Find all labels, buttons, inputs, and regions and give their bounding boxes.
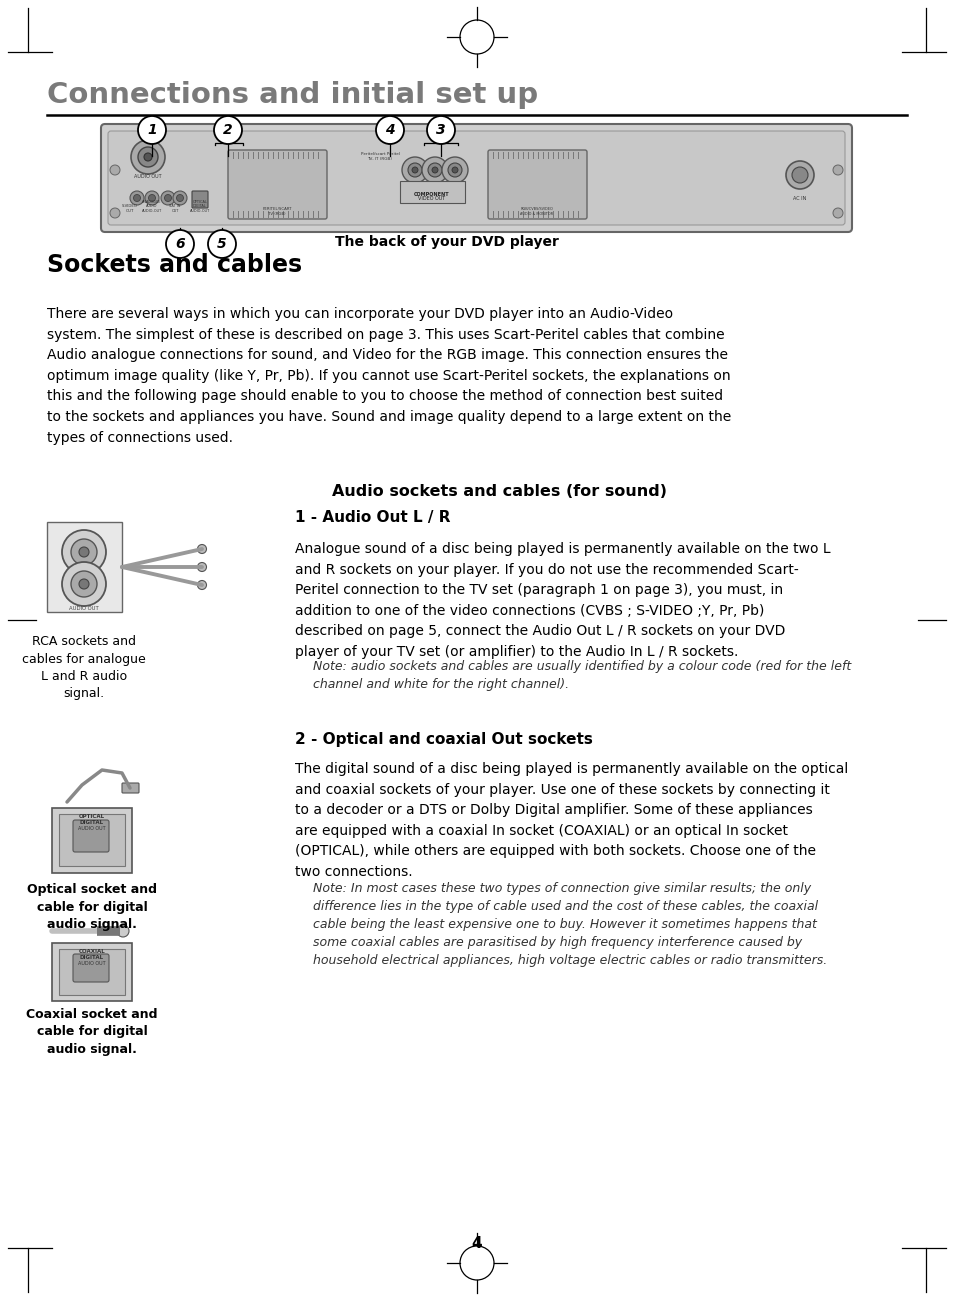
Circle shape <box>144 153 152 161</box>
Circle shape <box>117 926 129 937</box>
FancyBboxPatch shape <box>228 150 327 218</box>
Text: 1: 1 <box>147 124 156 136</box>
Text: Connections and initial set up: Connections and initial set up <box>47 81 537 109</box>
Circle shape <box>791 166 807 183</box>
FancyBboxPatch shape <box>108 131 844 225</box>
Text: OPTICAL: OPTICAL <box>79 814 105 819</box>
FancyBboxPatch shape <box>488 150 586 218</box>
Circle shape <box>166 230 193 257</box>
Circle shape <box>427 116 455 144</box>
FancyBboxPatch shape <box>59 949 125 994</box>
Text: 1 - Audio Out L / R: 1 - Audio Out L / R <box>294 510 450 525</box>
Circle shape <box>432 166 437 173</box>
Circle shape <box>428 162 441 177</box>
FancyBboxPatch shape <box>47 523 122 612</box>
Text: 4: 4 <box>471 1236 482 1251</box>
Text: Analogue sound of a disc being played is permanently available on the two L
and : Analogue sound of a disc being played is… <box>294 542 830 659</box>
Text: 6: 6 <box>175 237 185 251</box>
Circle shape <box>79 547 89 556</box>
Circle shape <box>448 162 461 177</box>
FancyBboxPatch shape <box>52 809 132 874</box>
Text: PERITEL/SCART
TV (RGB): PERITEL/SCART TV (RGB) <box>262 208 292 216</box>
Text: Note: audio sockets and cables are usually identified by a colour code (red for : Note: audio sockets and cables are usual… <box>313 660 850 692</box>
FancyBboxPatch shape <box>73 820 109 852</box>
Text: DIGITAL: DIGITAL <box>80 956 104 959</box>
Text: AUDIO OUT: AUDIO OUT <box>78 826 106 831</box>
Text: Coaxial socket and
cable for digital
audio signal.: Coaxial socket and cable for digital aud… <box>27 1008 157 1056</box>
Text: S-VIDEO
OUT: S-VIDEO OUT <box>122 204 138 213</box>
Text: RGB/CVBS/SVIDEO
AUDIO & MONITOR: RGB/CVBS/SVIDEO AUDIO & MONITOR <box>520 208 553 216</box>
Circle shape <box>832 165 842 176</box>
FancyBboxPatch shape <box>192 191 208 208</box>
FancyBboxPatch shape <box>399 181 464 203</box>
Text: Peritel/scart Peritel
TV, IT (RGB): Peritel/scart Peritel TV, IT (RGB) <box>360 152 399 161</box>
Circle shape <box>110 165 120 176</box>
Text: COAXIAL: COAXIAL <box>78 949 105 954</box>
FancyBboxPatch shape <box>73 954 109 982</box>
Text: DIGITAL: DIGITAL <box>80 820 104 826</box>
Circle shape <box>421 157 448 183</box>
Circle shape <box>138 147 158 166</box>
Text: AUDIO OUT: AUDIO OUT <box>69 606 99 611</box>
Circle shape <box>138 116 166 144</box>
Circle shape <box>71 571 97 597</box>
Circle shape <box>62 562 106 606</box>
Text: 4: 4 <box>385 124 395 136</box>
Text: AC IN: AC IN <box>793 196 806 202</box>
Circle shape <box>130 191 144 205</box>
Circle shape <box>375 116 403 144</box>
Text: The back of your DVD player: The back of your DVD player <box>335 235 558 250</box>
Text: VIDEO OUT: VIDEO OUT <box>418 196 445 202</box>
Text: 3: 3 <box>436 124 445 136</box>
Text: There are several ways in which you can incorporate your DVD player into an Audi: There are several ways in which you can … <box>47 307 731 445</box>
Text: Sockets and cables: Sockets and cables <box>47 254 302 277</box>
Text: RCA sockets and
cables for analogue
L and R audio
signal.: RCA sockets and cables for analogue L an… <box>22 634 146 701</box>
Circle shape <box>133 195 140 202</box>
Text: 2: 2 <box>223 124 233 136</box>
Circle shape <box>176 195 183 202</box>
Circle shape <box>408 162 421 177</box>
Circle shape <box>172 191 187 205</box>
Text: 5: 5 <box>217 237 227 251</box>
Circle shape <box>197 581 206 589</box>
Text: AUDIO OUT: AUDIO OUT <box>78 961 106 966</box>
Circle shape <box>452 166 457 173</box>
Circle shape <box>131 140 165 174</box>
FancyBboxPatch shape <box>122 783 139 793</box>
Circle shape <box>62 530 106 575</box>
Circle shape <box>832 208 842 218</box>
Circle shape <box>110 208 120 218</box>
Text: COMPONENT: COMPONENT <box>414 192 450 198</box>
Circle shape <box>208 230 235 257</box>
Text: Optical socket and
cable for digital
audio signal.: Optical socket and cable for digital aud… <box>27 883 157 931</box>
Circle shape <box>441 157 468 183</box>
Text: Audio sockets and cables (for sound): Audio sockets and cables (for sound) <box>333 484 667 499</box>
Text: Note: In most cases these two types of connection give similar results; the only: Note: In most cases these two types of c… <box>313 881 826 967</box>
Text: 2 - Optical and coaxial Out sockets: 2 - Optical and coaxial Out sockets <box>294 732 592 748</box>
Circle shape <box>197 545 206 554</box>
FancyBboxPatch shape <box>59 814 125 866</box>
Circle shape <box>71 540 97 566</box>
Circle shape <box>149 195 155 202</box>
Circle shape <box>145 191 159 205</box>
Circle shape <box>785 161 813 188</box>
Circle shape <box>401 157 428 183</box>
Circle shape <box>213 116 242 144</box>
Circle shape <box>197 563 206 572</box>
Circle shape <box>161 191 174 205</box>
Circle shape <box>79 578 89 589</box>
Circle shape <box>412 166 417 173</box>
FancyBboxPatch shape <box>101 124 851 231</box>
Text: ANALOGUE
AUDIO
AUDIO-OUT: ANALOGUE AUDIO AUDIO-OUT <box>142 200 162 213</box>
Text: AUDIO OUT: AUDIO OUT <box>134 174 162 179</box>
Text: The digital sound of a disc being played is permanently available on the optical: The digital sound of a disc being played… <box>294 762 847 879</box>
FancyBboxPatch shape <box>52 942 132 1001</box>
Text: SAT IN
OUT: SAT IN OUT <box>169 204 180 213</box>
Text: OPTICAL
DIGITAL
AUDIO-OUT: OPTICAL DIGITAL AUDIO-OUT <box>190 200 210 213</box>
Circle shape <box>164 195 172 202</box>
